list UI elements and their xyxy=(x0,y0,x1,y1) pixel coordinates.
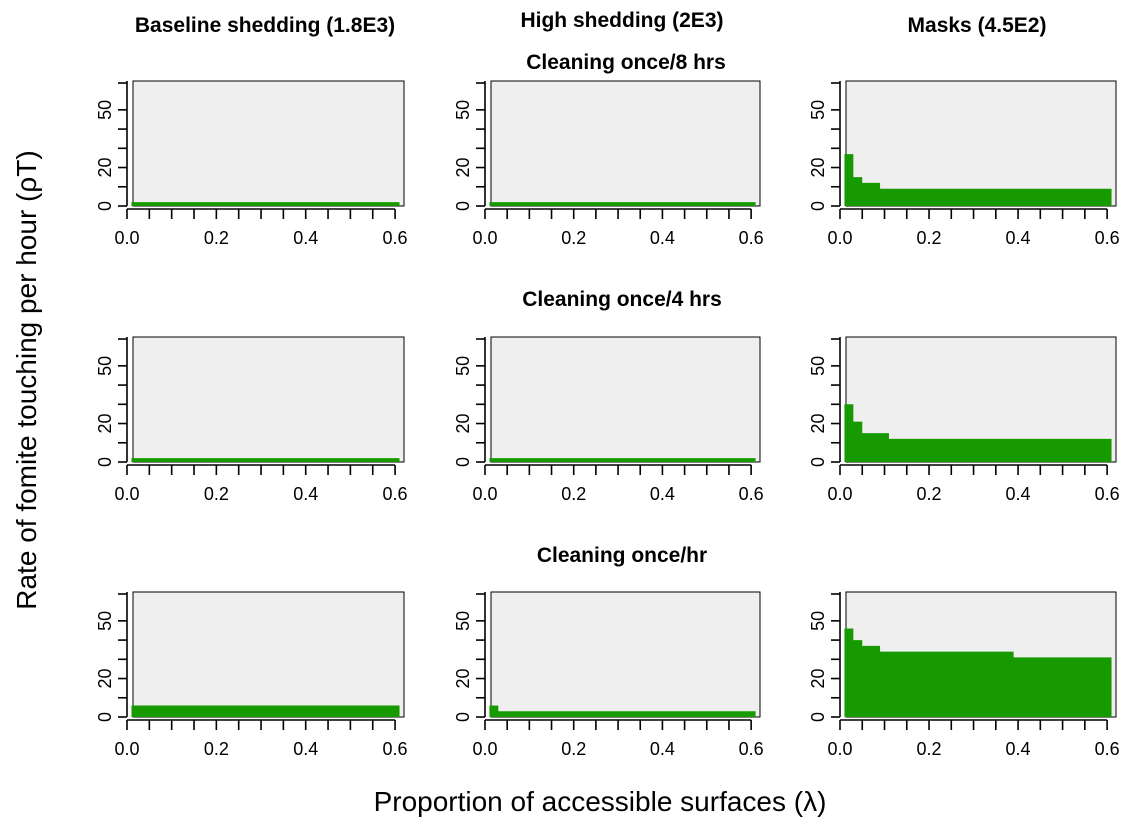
y-tick-label: 0 xyxy=(453,457,473,467)
x-tick-label: 0.0 xyxy=(114,484,139,504)
y-tick-label: 20 xyxy=(95,158,115,178)
y-tick-label: 0 xyxy=(95,712,115,722)
row-title-4hrs: Cleaning once/4 hrs xyxy=(522,288,722,311)
x-tick-label: 0.2 xyxy=(561,484,586,504)
x-tick-label: 0.6 xyxy=(1095,739,1120,759)
x-tick-label: 0.6 xyxy=(1095,228,1120,248)
step-area xyxy=(844,154,1112,206)
x-tick-label: 0.4 xyxy=(650,739,675,759)
panel-background xyxy=(132,336,405,463)
x-tick-label: 0.2 xyxy=(204,484,229,504)
step-area xyxy=(131,202,400,206)
y-tick-label: 50 xyxy=(808,356,828,376)
x-tick-label: 0.4 xyxy=(1006,739,1031,759)
x-tick-label: 0.0 xyxy=(827,228,852,248)
x-tick-label: 0.2 xyxy=(917,484,942,504)
column-title-masks: Masks (4.5E2) xyxy=(908,14,1047,37)
panel-r0-c2: 0 20 50 0.0 0.2 0.4 0.6 xyxy=(808,80,1120,248)
x-tick-label: 0.2 xyxy=(917,739,942,759)
y-tick-label: 0 xyxy=(453,712,473,722)
x-tick-label: 0.6 xyxy=(739,484,764,504)
y-tick-label: 20 xyxy=(808,158,828,178)
y-tick-label: 20 xyxy=(808,669,828,689)
x-tick-label: 0.6 xyxy=(739,739,764,759)
panel-r2-c2: 0 20 50 0.0 0.2 0.4 0.6 xyxy=(808,591,1120,759)
x-tick-label: 0.4 xyxy=(1006,228,1031,248)
step-area xyxy=(844,628,1112,717)
x-tick-label: 0.4 xyxy=(1006,484,1031,504)
y-tick-label: 0 xyxy=(808,201,828,211)
x-tick-label: 0.0 xyxy=(827,739,852,759)
x-tick-label: 0.6 xyxy=(383,228,408,248)
x-tick-label: 0.0 xyxy=(827,484,852,504)
y-tick-label: 0 xyxy=(95,457,115,467)
x-axis-title: Proportion of accessible surfaces (λ) xyxy=(374,786,827,817)
x-tick-label: 0.0 xyxy=(472,228,497,248)
x-tick-label: 0.6 xyxy=(1095,484,1120,504)
y-tick-label: 50 xyxy=(95,356,115,376)
x-tick-label: 0.4 xyxy=(650,228,675,248)
y-tick-label: 50 xyxy=(95,611,115,631)
y-tick-label: 20 xyxy=(95,414,115,434)
y-tick-label: 50 xyxy=(453,100,473,120)
x-tick-label: 0.4 xyxy=(293,228,318,248)
panel-r2-c0: 0 20 50 0.0 0.2 0.4 0.6 xyxy=(95,591,408,759)
y-tick-label: 20 xyxy=(453,669,473,689)
x-tick-label: 0.2 xyxy=(561,228,586,248)
y-tick-label: 20 xyxy=(453,414,473,434)
y-tick-label: 20 xyxy=(453,158,473,178)
x-tick-label: 0.0 xyxy=(472,484,497,504)
y-tick-label: 0 xyxy=(808,712,828,722)
y-tick-label: 50 xyxy=(453,611,473,631)
x-tick-label: 0.4 xyxy=(293,484,318,504)
y-tick-label: 20 xyxy=(808,414,828,434)
y-tick-label: 50 xyxy=(95,100,115,120)
panel-r0-c0: 0 20 50 0.0 0.2 0.4 0.6 xyxy=(95,80,408,248)
column-title-high-shedding: High shedding (2E3) xyxy=(520,9,723,32)
x-tick-label: 0.2 xyxy=(204,739,229,759)
panel-background xyxy=(490,336,761,463)
panel-r2-c1: 0 20 50 0.0 0.2 0.4 0.6 xyxy=(453,591,764,759)
y-axis-title: Rate of fomite touching per hour (ρT) xyxy=(11,150,42,609)
x-tick-label: 0.4 xyxy=(293,739,318,759)
y-tick-label: 0 xyxy=(808,457,828,467)
x-tick-label: 0.2 xyxy=(204,228,229,248)
step-area xyxy=(489,202,756,206)
panel-background xyxy=(845,80,1117,207)
panel-background xyxy=(490,591,761,718)
y-tick-label: 20 xyxy=(95,669,115,689)
x-tick-label: 0.6 xyxy=(383,739,408,759)
step-area xyxy=(844,404,1112,462)
y-tick-label: 0 xyxy=(453,201,473,211)
x-tick-label: 0.6 xyxy=(383,484,408,504)
step-area xyxy=(131,458,400,462)
y-tick-label: 50 xyxy=(808,611,828,631)
column-title-baseline: Baseline shedding (1.8E3) xyxy=(135,14,395,37)
panel-background xyxy=(132,80,405,207)
panel-r1-c0: 0 20 50 0.0 0.2 0.4 0.6 xyxy=(95,336,408,504)
panel-background xyxy=(490,80,761,207)
y-tick-label: 50 xyxy=(453,356,473,376)
panel-r1-c1: 0 20 50 0.0 0.2 0.4 0.6 xyxy=(453,336,764,504)
x-tick-label: 0.2 xyxy=(561,739,586,759)
y-tick-label: 50 xyxy=(808,100,828,120)
row-title-8hrs: Cleaning once/8 hrs xyxy=(526,51,726,74)
x-tick-label: 0.0 xyxy=(472,739,497,759)
x-tick-label: 0.2 xyxy=(917,228,942,248)
step-area xyxy=(489,458,756,462)
x-tick-label: 0.6 xyxy=(739,228,764,248)
step-area xyxy=(489,705,756,717)
x-tick-label: 0.0 xyxy=(114,228,139,248)
panel-r1-c2: 0 20 50 0.0 0.2 0.4 0.6 xyxy=(808,336,1120,504)
step-area xyxy=(131,705,400,717)
x-tick-label: 0.4 xyxy=(650,484,675,504)
panel-r0-c1: 0 20 50 0.0 0.2 0.4 0.6 xyxy=(453,80,764,248)
x-tick-label: 0.0 xyxy=(114,739,139,759)
y-tick-label: 0 xyxy=(95,201,115,211)
panel-background xyxy=(132,591,405,718)
row-title-1hr: Cleaning once/hr xyxy=(537,544,707,567)
